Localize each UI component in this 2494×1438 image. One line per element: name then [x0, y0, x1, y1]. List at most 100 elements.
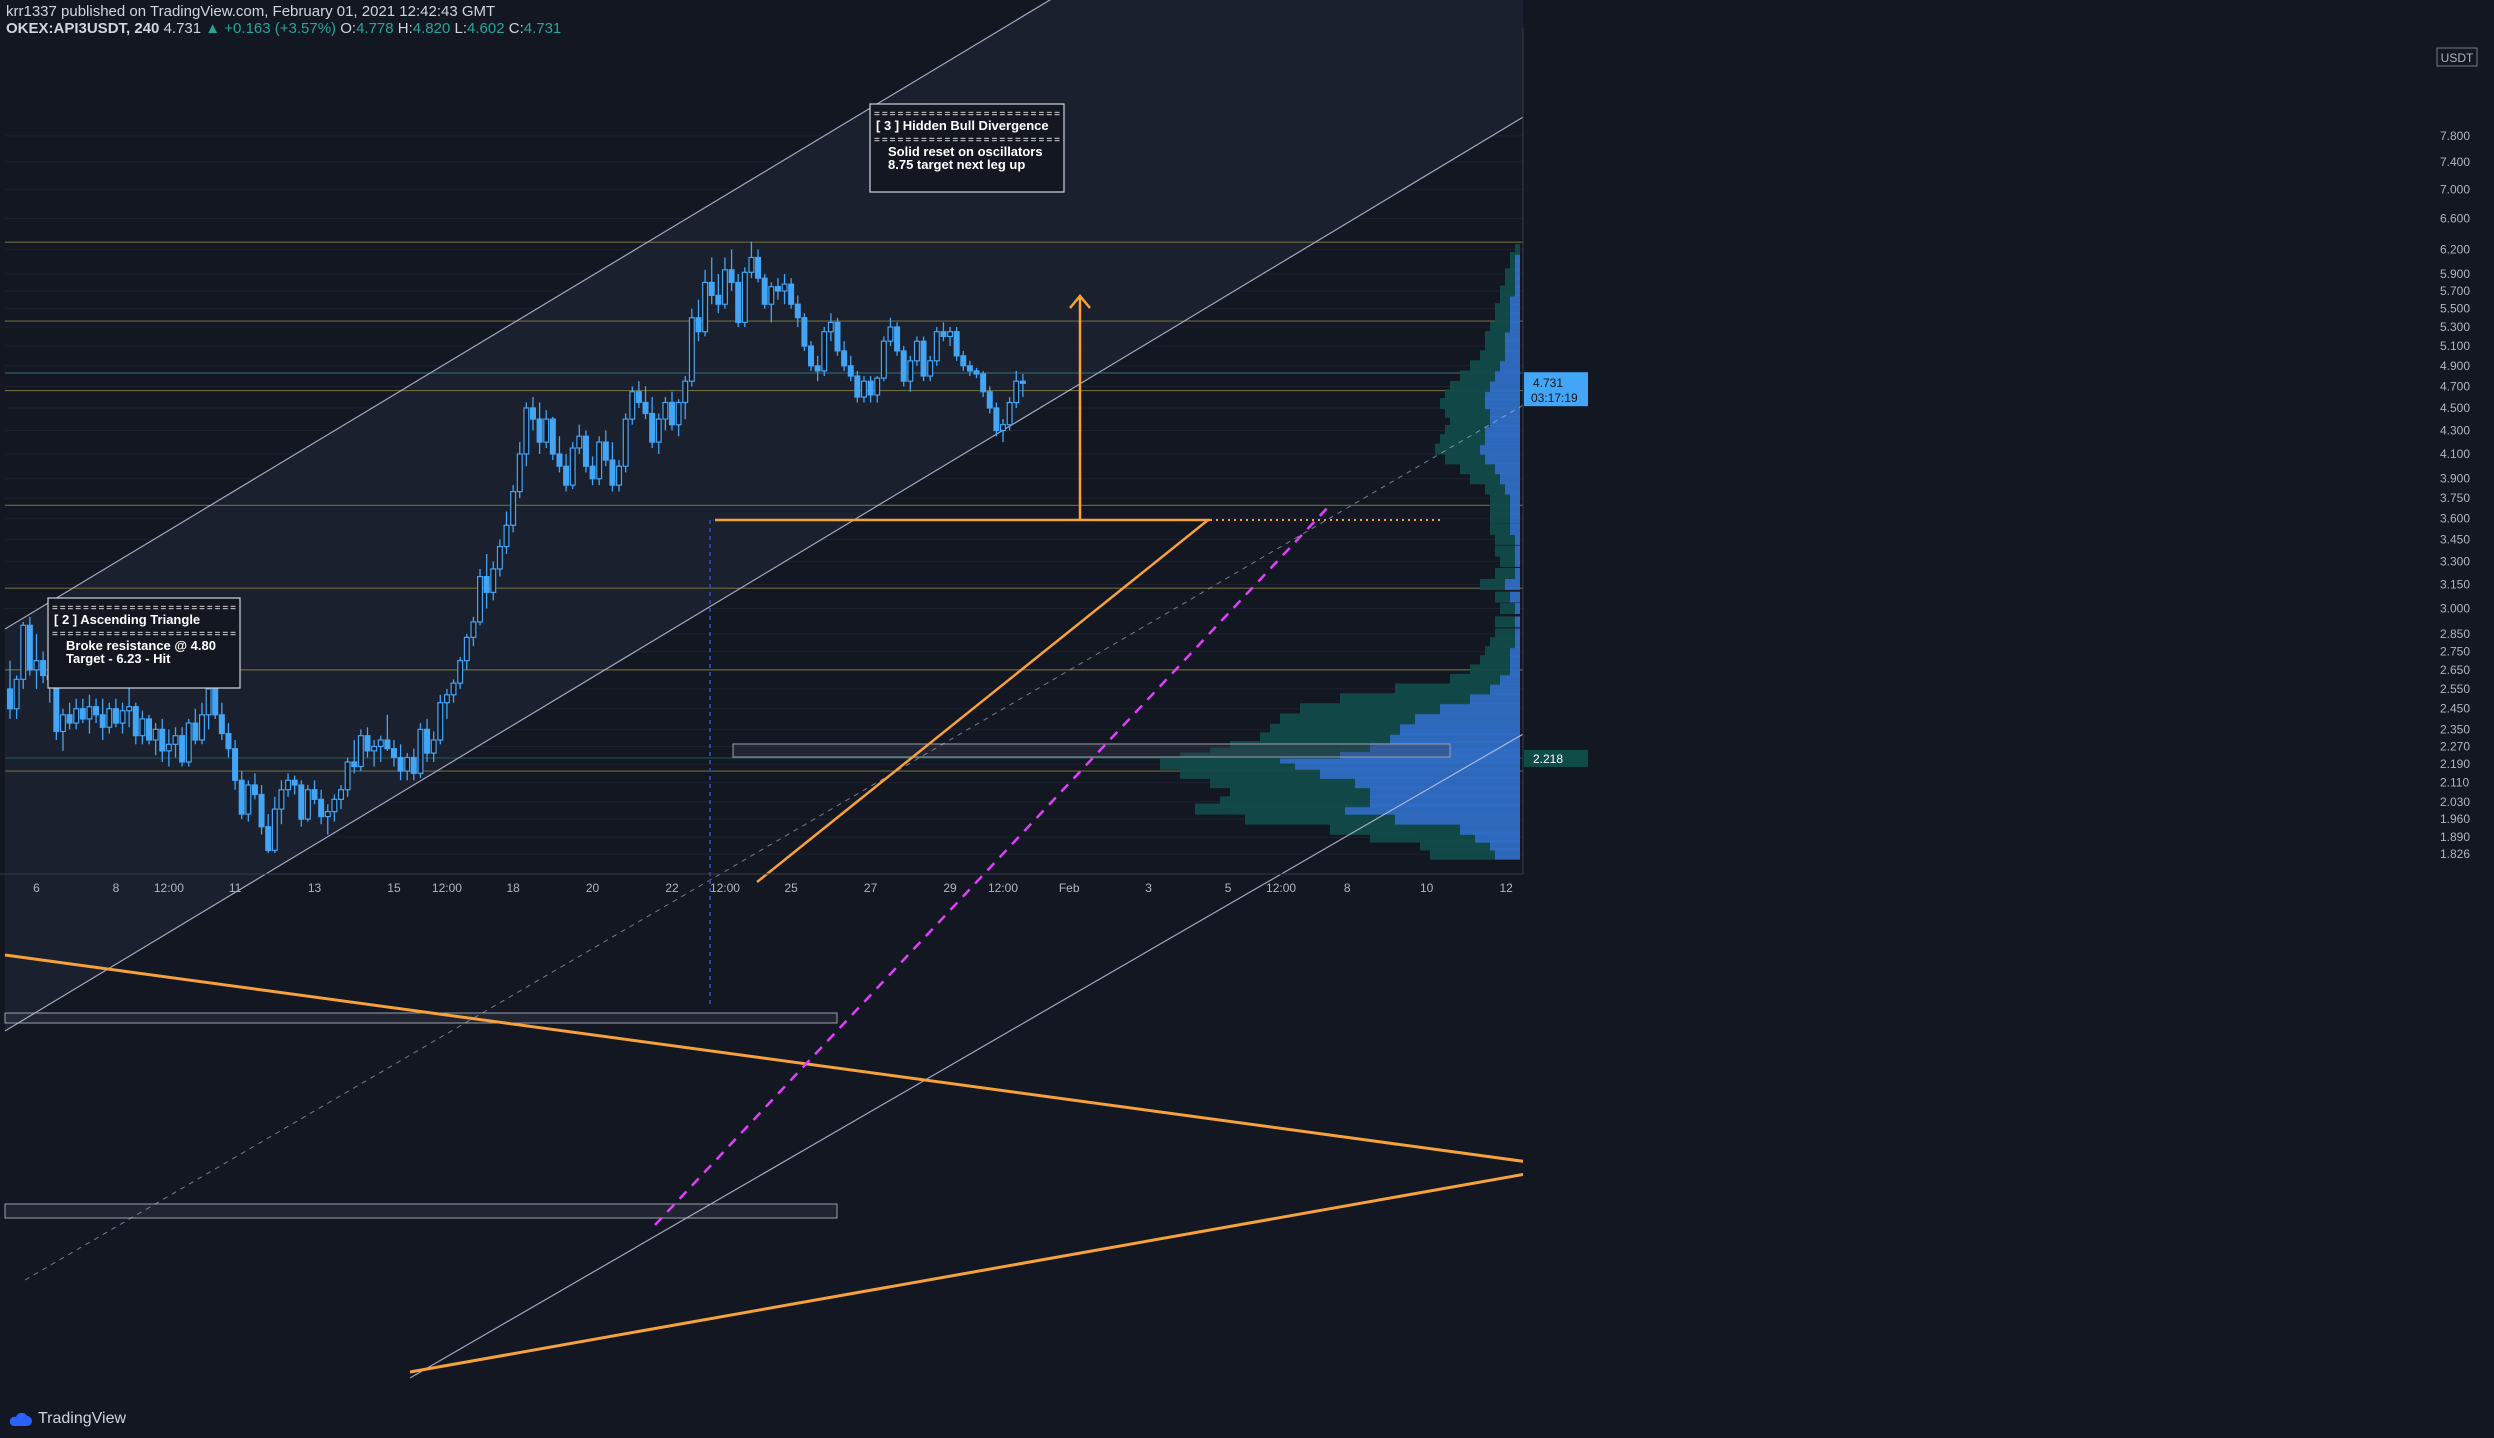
y-tick-label: 7.000: [2440, 182, 2470, 196]
candle-body: [887, 326, 894, 342]
volume-profile-bar-sell: [1470, 664, 1510, 676]
y-tick-label: 2.270: [2440, 739, 2470, 753]
candle-body: [73, 708, 80, 724]
candle-body: [6, 688, 14, 710]
symbol-text[interactable]: OKEX:API3USDT, 240: [6, 20, 160, 37]
candle-body: [927, 360, 934, 377]
magenta-trendline: [654, 504, 1331, 1226]
volume-profile-bar-sell: [1210, 777, 1355, 789]
candle-body: [112, 708, 119, 724]
volume-profile-bar-sell: [1470, 360, 1500, 372]
volume-profile-bar-buy: [1490, 683, 1520, 695]
candle-body: [741, 271, 748, 323]
grid-lines: [5, 135, 1523, 855]
candle-body: [271, 808, 278, 851]
x-tick-label: 11: [229, 881, 242, 895]
candle-body: [278, 789, 285, 810]
triangle-upper-line: [4, 953, 1566, 1169]
volume-profile-bar-sell: [1450, 673, 1500, 685]
candle-body: [457, 660, 464, 684]
volume-profile-bar-sell: [1490, 523, 1510, 535]
candle-body: [490, 568, 497, 593]
ascending-triangle-support: [756, 519, 1209, 883]
candle-body: [761, 277, 768, 305]
x-tick-label: 27: [864, 881, 878, 895]
o-value: 4.778: [356, 20, 394, 37]
volume-profile-bar-sell: [1445, 389, 1485, 401]
volume-profile-bar-buy: [1395, 813, 1520, 825]
candle-body: [834, 321, 841, 352]
volume-profile-bar-buy: [1510, 492, 1520, 504]
volume-profile-bar-buy: [1515, 285, 1520, 297]
volume-profile-bar-sell: [1505, 268, 1515, 280]
candle-body: [549, 418, 556, 455]
candle-body: [913, 340, 920, 362]
volume-profile-bar-sell: [1340, 693, 1470, 705]
candle-body: [953, 331, 960, 357]
candle-body: [662, 401, 669, 420]
candle-body: [755, 256, 762, 279]
candle-body: [596, 441, 603, 480]
candle-body: [99, 714, 106, 728]
candle-body: [218, 714, 225, 735]
volume-profile-bar-sell: [1245, 813, 1395, 825]
tradingview-logo[interactable]: TradingView: [8, 1410, 126, 1428]
candle-body: [1006, 401, 1013, 426]
candle-body: [880, 340, 887, 379]
overlay-lines: [4, 294, 1566, 1374]
candle-body: [516, 453, 523, 493]
volume-profile-bar-buy: [1510, 294, 1520, 306]
candle-body: [609, 459, 616, 486]
cloud-icon: [9, 1412, 32, 1426]
candle-body: [13, 678, 20, 710]
y-tick-label: 2.850: [2440, 627, 2470, 641]
candle-body: [86, 706, 93, 720]
volume-profile-bar-sell: [1440, 434, 1485, 446]
candle-body: [232, 748, 239, 781]
volume-profile-bar-buy: [1515, 545, 1520, 557]
x-tick-label: 12:00: [432, 881, 462, 895]
poc-price-tag: [1524, 749, 1588, 767]
y-tick-label: 2.110: [2440, 776, 2469, 790]
annotation-line: Solid reset on oscillators: [888, 144, 1043, 159]
candle-body: [655, 418, 662, 443]
y-tick-label: 5.700: [2440, 284, 2470, 298]
volume-profile-bar-sell: [1445, 406, 1490, 418]
volume-profile-bar-sell: [1195, 803, 1345, 815]
volume-profile-bar-buy: [1510, 646, 1520, 658]
volume-profile-bar-sell: [1450, 380, 1490, 392]
x-tick-label: 6: [33, 881, 40, 895]
candle-body: [920, 340, 927, 377]
candle-body: [344, 761, 351, 791]
volume-profile-bar-buy: [1340, 747, 1520, 759]
y-tick-label: 3.750: [2440, 491, 2470, 505]
candle-body: [251, 784, 258, 796]
volume-profile-bar-sell: [1500, 294, 1510, 306]
y-tick-label: 4.900: [2440, 359, 2470, 373]
candle-body: [980, 373, 987, 393]
candle-body: [351, 761, 358, 768]
y-tick-label: 4.300: [2440, 423, 2470, 437]
volume-profile-bar-sell: [1505, 276, 1515, 288]
x-tick-label: 12:00: [710, 881, 740, 895]
candle-body: [986, 391, 993, 409]
c-value: 4.731: [523, 20, 562, 37]
volume-profile-bar-buy: [1485, 398, 1520, 410]
volume-profile-bar-buy: [1510, 503, 1520, 515]
volume-profile-bar-buy: [1495, 848, 1520, 860]
volume-profile-bar-sell: [1480, 350, 1505, 362]
y-tick-label: 5.300: [2440, 320, 2470, 334]
volume-profile-bar-buy: [1515, 251, 1520, 263]
volume-profile-bar-sell: [1510, 251, 1515, 263]
candle-body: [477, 576, 484, 623]
volume-profile-bar-sell: [1440, 398, 1485, 410]
volume-profile-bar-sell: [1450, 415, 1490, 427]
candle-body: [417, 728, 424, 774]
candles: [6, 241, 1026, 854]
volume-profile-bar-buy: [1475, 831, 1520, 843]
volume-profile-bar-sell: [1230, 786, 1370, 798]
candle-body: [404, 756, 411, 772]
candle-body: [589, 465, 596, 480]
candle-body: [59, 714, 66, 733]
